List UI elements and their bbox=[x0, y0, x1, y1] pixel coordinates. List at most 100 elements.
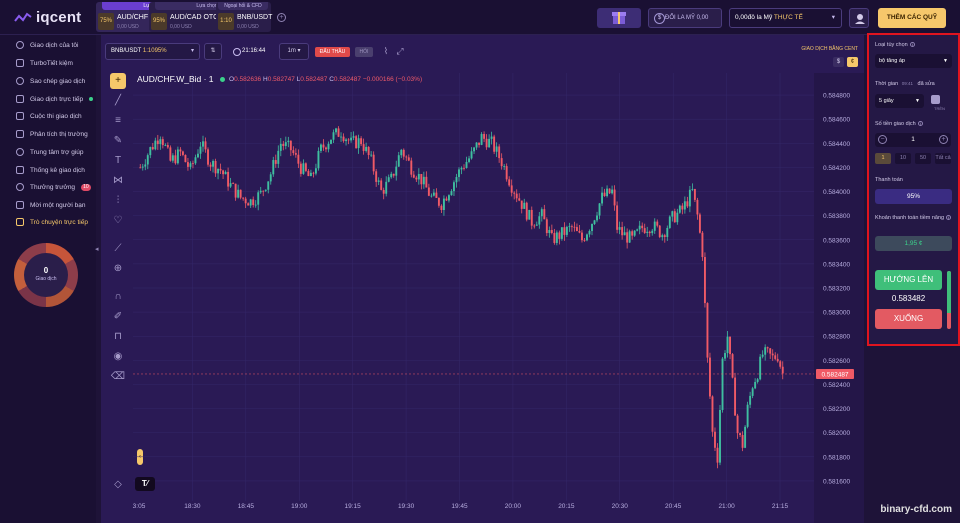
lock-drawings-icon[interactable]: ✐ bbox=[113, 311, 123, 322]
brand-logo[interactable]: iqcent bbox=[14, 9, 81, 26]
amount-chip-10[interactable]: 10 bbox=[895, 153, 911, 164]
sidebar-item-help-center[interactable]: Trung tâm trợ giúp bbox=[16, 146, 84, 158]
zoom-icon[interactable]: ⊕ bbox=[113, 263, 123, 274]
info-icon[interactable]: i bbox=[909, 42, 915, 48]
fib-icon[interactable]: ⫶ bbox=[116, 195, 120, 206]
user-profile-button[interactable] bbox=[849, 8, 869, 28]
candle-body bbox=[164, 145, 167, 146]
compare-button[interactable]: ⇅ bbox=[204, 43, 222, 60]
lock-icon[interactable]: ⊓ bbox=[114, 331, 122, 342]
candle-body bbox=[294, 153, 297, 155]
down-button[interactable]: XUỐNG bbox=[875, 309, 942, 329]
logo-icon bbox=[14, 12, 32, 22]
eye-icon[interactable]: ◉ bbox=[113, 351, 123, 362]
asset-tab-balance: 0,00 USD bbox=[117, 24, 139, 30]
fixed-time-toggle[interactable] bbox=[931, 95, 940, 104]
amount-value[interactable]: 1 bbox=[911, 136, 915, 143]
candle-body bbox=[631, 231, 634, 236]
asset-tab-bnb-usdt[interactable]: Ngoại hối & CFD 1:10 BNB/USDT 0,00 USD bbox=[216, 2, 272, 32]
candle-body bbox=[656, 221, 659, 226]
amount-chip-all[interactable]: Tất cả bbox=[935, 153, 951, 164]
minus-icon[interactable]: − bbox=[878, 135, 887, 144]
horizontal-lines-icon[interactable]: ≡ bbox=[115, 115, 121, 126]
candle-body bbox=[485, 138, 488, 148]
y-tick-label: 0.584400 bbox=[823, 141, 850, 148]
fullscreen-icon[interactable]: ⤢ bbox=[396, 46, 404, 56]
crosshair-icon[interactable]: + bbox=[110, 73, 126, 89]
pair-selector[interactable]: BNB/USDT 1:1095% ▾ bbox=[105, 43, 200, 60]
candle-body bbox=[377, 180, 380, 182]
amount-chip-1[interactable]: 1 bbox=[875, 153, 891, 164]
candle-body bbox=[330, 139, 332, 144]
sidebar-item-label: TurboTiết kiệm bbox=[30, 59, 73, 67]
chart-panel[interactable]: BNB/USDT 1:1095% ▾ ⇅ 21:16:44 1m ▾ ĐẤU T… bbox=[101, 35, 864, 523]
candle-body bbox=[729, 336, 731, 355]
up-button[interactable]: HƯỚNG LÊN bbox=[875, 270, 942, 290]
heart-icon[interactable]: ♡ bbox=[113, 215, 123, 226]
indicators-icon[interactable]: ⌇ bbox=[383, 46, 389, 56]
candle-body bbox=[535, 224, 538, 226]
time-edit[interactable]: đã sửa bbox=[917, 81, 935, 87]
currency-cent-toggle[interactable]: ¢ bbox=[847, 57, 858, 67]
sidebar-item-trading-stats[interactable]: Thống kê giao dịch bbox=[16, 164, 85, 176]
candle-body bbox=[327, 143, 330, 150]
x-tick-label: 3:05 bbox=[133, 503, 146, 510]
candle-body bbox=[234, 183, 237, 198]
sidebar-item-invite-friend[interactable]: Mời một người bạn bbox=[16, 199, 86, 211]
x-tick-label: 20:15 bbox=[558, 503, 575, 510]
layers-icon[interactable]: ◇ bbox=[114, 479, 122, 490]
plus-icon[interactable]: + bbox=[939, 135, 948, 144]
sidebar-item-turbo-savings[interactable]: TurboTiết kiệm bbox=[16, 57, 73, 69]
magnet-icon[interactable]: ∩ bbox=[114, 291, 122, 302]
currency-dollar-toggle[interactable]: $ bbox=[833, 57, 844, 67]
candle-body bbox=[307, 170, 310, 177]
candle-body bbox=[405, 156, 408, 158]
candle-body bbox=[390, 173, 393, 178]
candle-body bbox=[272, 160, 275, 175]
sidebar-item-copy-trading[interactable]: Sao chép giao dịch bbox=[16, 75, 85, 87]
sidebar-item-live-chat[interactable]: Trò chuyện trực tiếp bbox=[16, 216, 88, 228]
candle-body bbox=[751, 388, 754, 396]
candle-body bbox=[392, 173, 395, 176]
sidebar-item-market-analysis[interactable]: Phân tích thị trường bbox=[16, 128, 88, 140]
account-selector[interactable]: 0,00đô la Mỹ THỰC TẾ ▾ bbox=[729, 8, 842, 28]
tradingview-logo[interactable]: T⁄ bbox=[135, 477, 155, 491]
x-tick-label: 18:30 bbox=[184, 503, 201, 510]
pattern-icon[interactable]: ⋈ bbox=[113, 175, 123, 186]
sidebar-item-live-trading[interactable]: Giao dịch trực tiếp bbox=[16, 93, 94, 105]
timeframe-selector[interactable]: 1m ▾ bbox=[279, 43, 309, 60]
candle-body bbox=[141, 166, 144, 168]
ask-tag[interactable]: HỎI bbox=[355, 47, 373, 57]
price-chart[interactable]: 0.584800 0.584600 0.584400 0.584200 0.584000… bbox=[101, 35, 864, 523]
sidebar-item-contests[interactable]: Cuộc thi giao dịch bbox=[16, 110, 82, 122]
info-icon[interactable]: i bbox=[917, 121, 923, 127]
candle-body bbox=[372, 154, 375, 172]
text-tool-icon[interactable]: T bbox=[114, 155, 122, 166]
candle-body bbox=[601, 192, 603, 204]
y-tick-label: 0.584600 bbox=[823, 117, 850, 124]
candle-body bbox=[711, 396, 714, 432]
info-icon[interactable]: i bbox=[946, 215, 952, 221]
last-price-tag bbox=[816, 368, 854, 379]
candle-body bbox=[222, 170, 225, 175]
bid-tag[interactable]: ĐẤU THẦU bbox=[315, 47, 350, 57]
convert-button[interactable]: ĐỔI LA MỸ 0,00 bbox=[648, 8, 722, 28]
amount-chip-50[interactable]: 50 bbox=[915, 153, 931, 164]
sidebar-item-bonus[interactable]: Thưởng trưởng 10 bbox=[16, 181, 91, 193]
add-asset-tab-button[interactable]: + bbox=[277, 13, 286, 22]
gift-box-button[interactable] bbox=[597, 8, 641, 28]
amount-stepper[interactable]: − 1 + bbox=[875, 133, 951, 147]
sidebar-item-my-trades[interactable]: Giao dịch của tôi bbox=[16, 39, 78, 51]
deposit-button[interactable]: THÊM CÁC QUỸ bbox=[878, 8, 946, 28]
expiry-select[interactable]: 5 giây ▼ bbox=[875, 94, 924, 108]
trash-icon[interactable]: ⌫ bbox=[110, 371, 126, 382]
market-open-dot bbox=[219, 77, 225, 82]
brush-icon[interactable]: ✎ bbox=[113, 135, 123, 146]
option-type-select[interactable]: bộ tăng áp ▼ bbox=[875, 54, 952, 68]
candle-body bbox=[166, 145, 169, 148]
ruler-icon[interactable]: ⟋ bbox=[114, 243, 122, 254]
collapse-sidebar-icon[interactable]: ◂ bbox=[95, 246, 99, 253]
candle-body bbox=[415, 177, 418, 180]
option-type-label: Loại tùy chọn i bbox=[875, 42, 915, 48]
trend-line-icon[interactable]: ╱ bbox=[114, 95, 122, 106]
